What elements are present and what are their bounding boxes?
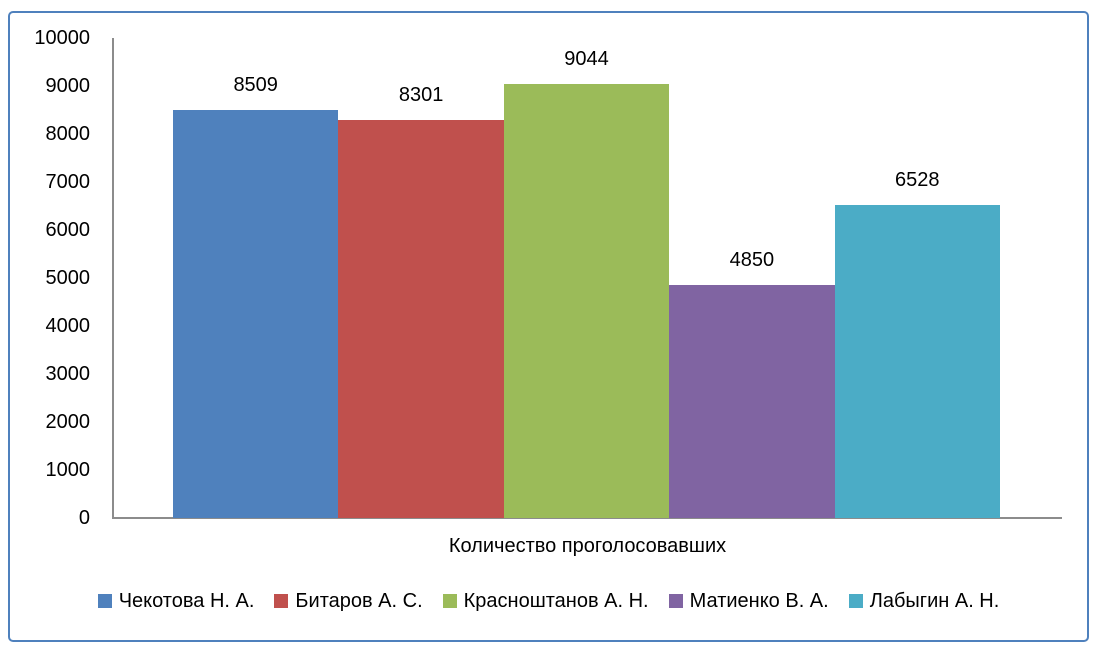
bar-4 bbox=[669, 285, 835, 518]
y-tick-label: 2000 bbox=[45, 411, 91, 433]
legend-item-2: Битаров А. С. bbox=[274, 588, 423, 614]
bar-value-label: 8509 bbox=[233, 73, 278, 96]
legend-swatch-icon bbox=[668, 594, 683, 608]
legend-swatch-icon bbox=[442, 594, 457, 608]
bar-1 bbox=[173, 109, 339, 518]
y-tick-label: 0 bbox=[78, 507, 90, 529]
legend-label: Лабыгин А. Н. bbox=[869, 590, 1000, 612]
legend-label: Матиенко В. А. bbox=[689, 590, 829, 612]
y-tick-label: 1000 bbox=[45, 459, 91, 481]
bar-value-label: 4850 bbox=[729, 249, 775, 272]
legend-label: Чекотова Н. А. bbox=[118, 590, 255, 612]
legend-item-4: Матиенко В. А. bbox=[668, 588, 829, 614]
legend: Чекотова Н. А. Битаров А. С. Красноштанов … bbox=[8, 588, 1089, 614]
legend-label: Битаров А. С. bbox=[295, 590, 423, 612]
bar-5 bbox=[834, 204, 1000, 518]
bar-value-label: 8301 bbox=[398, 83, 444, 106]
legend-item-3: Красноштанов А. Н. bbox=[442, 588, 649, 614]
y-tick-label: 8000 bbox=[45, 123, 91, 145]
bar-value-label: 6528 bbox=[895, 168, 940, 191]
y-tick-label: 4000 bbox=[45, 315, 91, 337]
legend-swatch-icon bbox=[848, 594, 863, 608]
legend-swatch-icon bbox=[97, 594, 112, 608]
legend-label: Красноштанов А. Н. bbox=[463, 590, 649, 612]
y-axis-line bbox=[112, 38, 114, 519]
legend-item-1: Чекотова Н. А. bbox=[97, 588, 255, 614]
legend-item-5: Лабыгин А. Н. bbox=[848, 588, 1000, 614]
bar-value-label: 9044 bbox=[564, 47, 609, 70]
bar-2 bbox=[338, 119, 504, 518]
bar-3 bbox=[503, 83, 670, 518]
legend-swatch-icon bbox=[274, 594, 289, 608]
y-tick-label: 7000 bbox=[45, 171, 91, 193]
y-tick-label: 10000 bbox=[34, 27, 90, 49]
x-axis-title: Количество проголосовавших bbox=[448, 535, 727, 557]
y-tick-label: 5000 bbox=[45, 267, 91, 289]
x-axis-line bbox=[112, 517, 1062, 519]
y-tick-label: 6000 bbox=[45, 219, 91, 241]
y-tick-label: 9000 bbox=[45, 75, 91, 97]
y-tick-label: 3000 bbox=[45, 363, 91, 385]
